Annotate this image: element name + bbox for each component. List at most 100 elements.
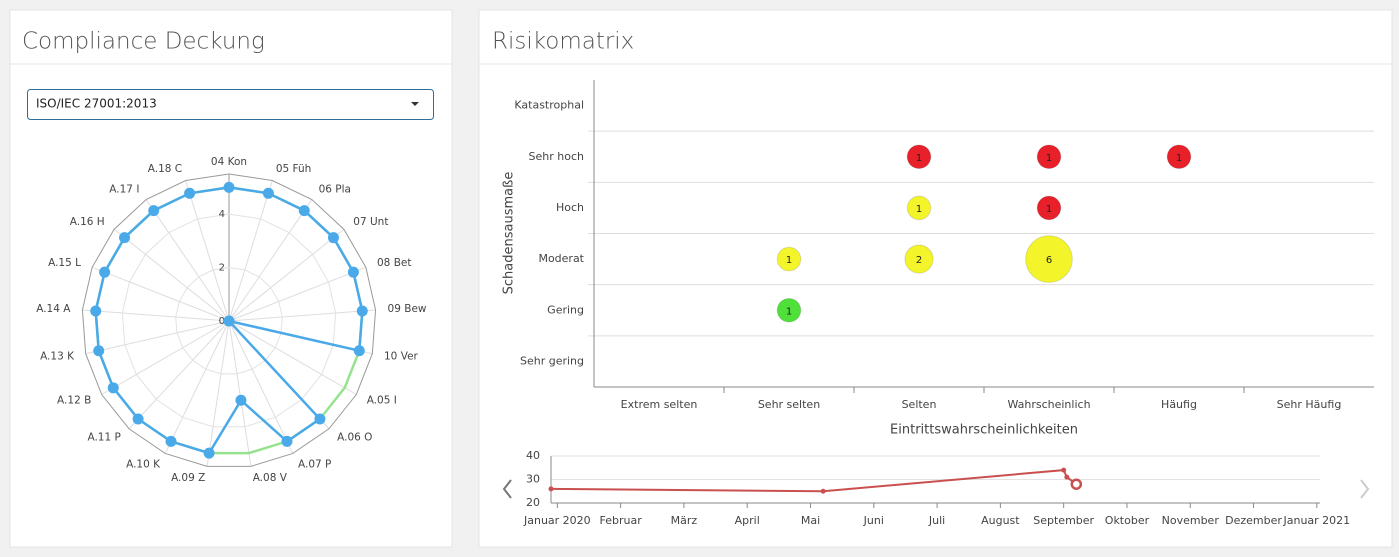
axis-label: A.11 P [87, 432, 120, 444]
dropdown-caret[interactable] [411, 102, 419, 106]
prev-arrow[interactable] [502, 479, 512, 499]
radar-point [223, 181, 235, 193]
x-tick-label: Mai [801, 514, 820, 527]
radar-point [223, 315, 235, 327]
x-tick-label: Sehr Häufig [1277, 398, 1342, 411]
radar-point [235, 394, 247, 406]
radar-point [347, 266, 359, 278]
panel [478, 9, 1393, 548]
bubble-label: 1 [786, 306, 792, 317]
axis-label: A.18 C [148, 163, 182, 175]
bubble [776, 297, 802, 323]
spoke [228, 320, 252, 467]
spoke [228, 266, 367, 322]
outer-ring [81, 173, 377, 467]
radar-point [93, 345, 105, 357]
dropdown-value[interactable]: ISO/IEC 27001:2013 [36, 97, 157, 111]
spoke [228, 228, 345, 322]
axis-label: A.13 K [40, 350, 75, 362]
x-tick-label: April [735, 514, 760, 527]
x-tick-label: Januar 2020 [523, 514, 591, 527]
bubble [906, 144, 932, 170]
axis-label: A.06 O [337, 432, 372, 444]
spoke [228, 199, 313, 322]
bubble-label: 1 [916, 204, 922, 215]
grid-ring [175, 267, 283, 375]
spoke [206, 320, 230, 467]
radar-point [184, 187, 196, 199]
x-tick-label: Wahrscheinlich [1007, 398, 1090, 411]
x-tick-label: Sehr selten [758, 398, 820, 411]
radar-point [203, 447, 215, 459]
selected-point [1070, 478, 1083, 490]
radar-point [148, 205, 160, 217]
point [1064, 474, 1070, 480]
x-tick-label: Juli [928, 514, 945, 527]
dropdown[interactable]: ISO/IEC 27001:2013 [27, 89, 434, 120]
y-tick-label: 20 [526, 496, 540, 509]
axis-label: A.17 I [109, 184, 139, 196]
axis-label: A.16 H [70, 216, 105, 228]
axis-label: 04 Kon [211, 156, 247, 168]
spoke [91, 266, 230, 322]
spoke [85, 320, 230, 355]
spoke [185, 180, 230, 322]
spoke [82, 309, 230, 322]
spoke [101, 320, 230, 395]
y-tick-label: 30 [526, 473, 540, 486]
x-tick-label: Extrem selten [621, 398, 698, 411]
axis-label: 05 Füh [276, 163, 311, 175]
y-tick-label: Sehr gering [520, 354, 584, 367]
x-tick-label: November [1162, 514, 1220, 527]
bubble-label: 1 [1176, 153, 1182, 164]
axis-label: A.10 K [126, 458, 161, 470]
r-tick-label: 2 [219, 263, 225, 274]
next-arrow[interactable] [1360, 479, 1370, 499]
panel-title: Risikomatrix [492, 29, 634, 55]
point [820, 488, 826, 494]
radar-line [94, 186, 364, 455]
radar-point [327, 232, 339, 244]
axis-label: 07 Unt [353, 216, 388, 228]
radar-point [119, 232, 131, 244]
spoke [228, 180, 273, 322]
axis-label: A.14 A [36, 303, 71, 315]
x-tick-label: Dezember [1225, 514, 1282, 527]
x-tick-label: September [1033, 514, 1094, 527]
radar-point [107, 382, 119, 394]
bubble-label: 1 [1046, 153, 1052, 164]
bubble-label: 2 [916, 255, 922, 266]
spoke [164, 320, 230, 454]
radar-point [298, 205, 310, 217]
dropdown-box[interactable] [27, 89, 434, 120]
x-tick-label: August [981, 514, 1020, 527]
axis-label: A.05 I [367, 395, 397, 407]
y-tick-label: 40 [526, 449, 540, 462]
axis-label: 09 Bew [388, 303, 427, 315]
bubble-label: 1 [916, 153, 922, 164]
bubble-label: 1 [1046, 204, 1052, 215]
bubble [1036, 144, 1062, 170]
x-tick-label: Februar [600, 514, 643, 527]
y-tick-label: Hoch [556, 201, 584, 214]
axis-label: 08 Bet [377, 257, 411, 269]
radar-point [281, 435, 293, 447]
x-tick-label: Selten [902, 398, 937, 411]
spoke [228, 309, 376, 322]
bubble [1166, 144, 1192, 170]
radar-point [356, 305, 368, 317]
spoke [128, 320, 230, 430]
x-tick-label: Häufig [1161, 398, 1197, 411]
bubble-label: 1 [786, 255, 792, 266]
bubble [904, 244, 934, 274]
point [1061, 467, 1067, 473]
r-tick-label: 4 [219, 209, 225, 220]
radar-point [353, 345, 365, 357]
axis-label: 10 Ver [384, 350, 419, 362]
radar-point [262, 187, 274, 199]
x-tick-label: März [671, 514, 698, 527]
spoke [113, 228, 230, 322]
spoke [228, 320, 294, 454]
